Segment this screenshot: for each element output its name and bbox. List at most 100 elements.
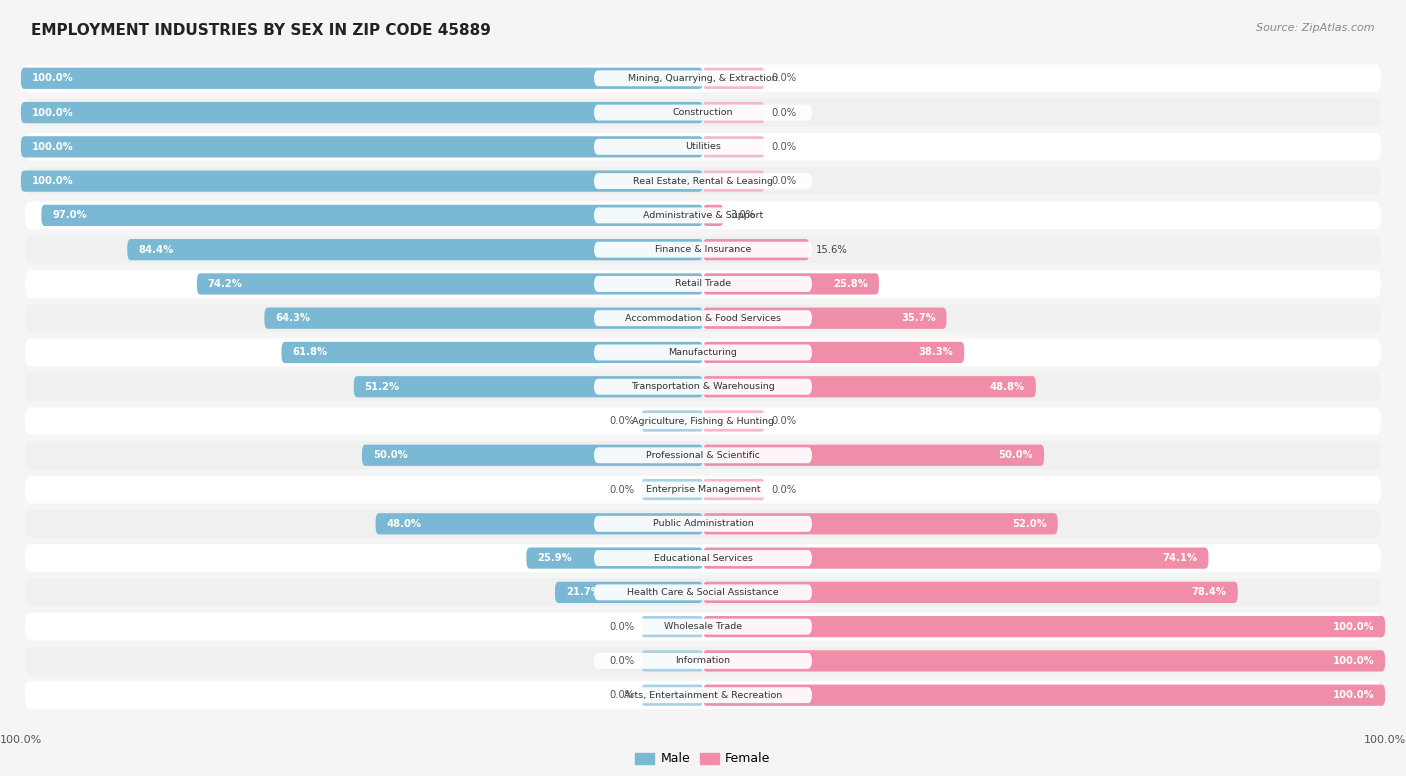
Text: 100.0%: 100.0% (32, 176, 73, 186)
Text: 74.2%: 74.2% (208, 279, 243, 289)
FancyBboxPatch shape (703, 547, 1208, 569)
Text: 100.0%: 100.0% (1333, 656, 1374, 666)
FancyBboxPatch shape (641, 479, 703, 501)
FancyBboxPatch shape (703, 445, 1045, 466)
Text: 0.0%: 0.0% (772, 416, 796, 426)
Text: Accommodation & Food Services: Accommodation & Food Services (626, 314, 780, 323)
FancyBboxPatch shape (593, 71, 813, 86)
Text: Mining, Quarrying, & Extraction: Mining, Quarrying, & Extraction (628, 74, 778, 83)
FancyBboxPatch shape (25, 270, 1381, 298)
FancyBboxPatch shape (703, 273, 879, 295)
FancyBboxPatch shape (593, 173, 813, 189)
FancyBboxPatch shape (593, 688, 813, 703)
FancyBboxPatch shape (197, 273, 703, 295)
FancyBboxPatch shape (25, 647, 1381, 675)
FancyBboxPatch shape (593, 379, 813, 395)
Text: Information: Information (675, 656, 731, 665)
FancyBboxPatch shape (361, 445, 703, 466)
Text: Retail Trade: Retail Trade (675, 279, 731, 289)
Text: 38.3%: 38.3% (918, 348, 953, 358)
FancyBboxPatch shape (25, 202, 1381, 229)
FancyBboxPatch shape (593, 207, 813, 223)
Text: Wholesale Trade: Wholesale Trade (664, 622, 742, 631)
FancyBboxPatch shape (703, 137, 765, 158)
FancyBboxPatch shape (703, 307, 946, 329)
Text: 100.0%: 100.0% (1333, 622, 1374, 632)
FancyBboxPatch shape (25, 372, 1381, 400)
Text: Administrative & Support: Administrative & Support (643, 211, 763, 220)
Text: Agriculture, Fishing & Hunting: Agriculture, Fishing & Hunting (633, 417, 773, 425)
FancyBboxPatch shape (25, 476, 1381, 504)
Text: 21.7%: 21.7% (565, 587, 600, 598)
FancyBboxPatch shape (25, 338, 1381, 366)
Legend: Male, Female: Male, Female (630, 747, 776, 771)
FancyBboxPatch shape (703, 616, 1385, 637)
FancyBboxPatch shape (703, 68, 765, 89)
FancyBboxPatch shape (703, 650, 1385, 671)
Text: Health Care & Social Assistance: Health Care & Social Assistance (627, 588, 779, 597)
Text: 100.0%: 100.0% (32, 73, 73, 83)
Text: Utilities: Utilities (685, 142, 721, 151)
Text: 97.0%: 97.0% (52, 210, 87, 220)
Text: 15.6%: 15.6% (817, 244, 848, 255)
Text: 3.0%: 3.0% (730, 210, 755, 220)
FancyBboxPatch shape (21, 102, 703, 123)
FancyBboxPatch shape (593, 653, 813, 669)
FancyBboxPatch shape (21, 137, 703, 158)
Text: 0.0%: 0.0% (772, 142, 796, 152)
Text: 48.8%: 48.8% (990, 382, 1025, 392)
Text: 74.1%: 74.1% (1163, 553, 1198, 563)
FancyBboxPatch shape (25, 407, 1381, 435)
Text: Manufacturing: Manufacturing (669, 348, 737, 357)
FancyBboxPatch shape (703, 376, 1036, 397)
FancyBboxPatch shape (641, 411, 703, 431)
FancyBboxPatch shape (641, 684, 703, 706)
Text: 100.0%: 100.0% (1333, 690, 1374, 700)
FancyBboxPatch shape (555, 582, 703, 603)
FancyBboxPatch shape (641, 616, 703, 637)
Text: Real Estate, Rental & Leasing: Real Estate, Rental & Leasing (633, 177, 773, 185)
FancyBboxPatch shape (25, 544, 1381, 572)
FancyBboxPatch shape (41, 205, 703, 226)
FancyBboxPatch shape (593, 310, 813, 326)
Text: 50.0%: 50.0% (373, 450, 408, 460)
FancyBboxPatch shape (703, 513, 1057, 535)
FancyBboxPatch shape (703, 411, 765, 431)
Text: Construction: Construction (672, 108, 734, 117)
FancyBboxPatch shape (703, 582, 1237, 603)
Text: 0.0%: 0.0% (610, 416, 634, 426)
Text: EMPLOYMENT INDUSTRIES BY SEX IN ZIP CODE 45889: EMPLOYMENT INDUSTRIES BY SEX IN ZIP CODE… (31, 23, 491, 38)
Text: 61.8%: 61.8% (292, 348, 328, 358)
FancyBboxPatch shape (593, 516, 813, 532)
FancyBboxPatch shape (703, 102, 765, 123)
Text: Educational Services: Educational Services (654, 553, 752, 563)
FancyBboxPatch shape (25, 133, 1381, 161)
Text: Public Administration: Public Administration (652, 519, 754, 528)
Text: Source: ZipAtlas.com: Source: ZipAtlas.com (1257, 23, 1375, 33)
FancyBboxPatch shape (25, 99, 1381, 126)
FancyBboxPatch shape (593, 584, 813, 601)
Text: 25.9%: 25.9% (537, 553, 572, 563)
Text: 52.0%: 52.0% (1012, 519, 1047, 528)
Text: 78.4%: 78.4% (1192, 587, 1227, 598)
FancyBboxPatch shape (593, 276, 813, 292)
FancyBboxPatch shape (703, 342, 965, 363)
FancyBboxPatch shape (593, 345, 813, 360)
FancyBboxPatch shape (25, 442, 1381, 469)
FancyBboxPatch shape (641, 650, 703, 671)
Text: 0.0%: 0.0% (610, 622, 634, 632)
FancyBboxPatch shape (703, 479, 765, 501)
Text: Professional & Scientific: Professional & Scientific (645, 451, 761, 459)
FancyBboxPatch shape (703, 239, 810, 260)
Text: 64.3%: 64.3% (276, 314, 311, 323)
FancyBboxPatch shape (25, 510, 1381, 538)
FancyBboxPatch shape (25, 64, 1381, 92)
FancyBboxPatch shape (21, 68, 703, 89)
FancyBboxPatch shape (593, 447, 813, 463)
FancyBboxPatch shape (593, 550, 813, 566)
FancyBboxPatch shape (25, 236, 1381, 264)
Text: 100.0%: 100.0% (32, 142, 73, 152)
FancyBboxPatch shape (281, 342, 703, 363)
FancyBboxPatch shape (25, 578, 1381, 606)
FancyBboxPatch shape (593, 413, 813, 429)
